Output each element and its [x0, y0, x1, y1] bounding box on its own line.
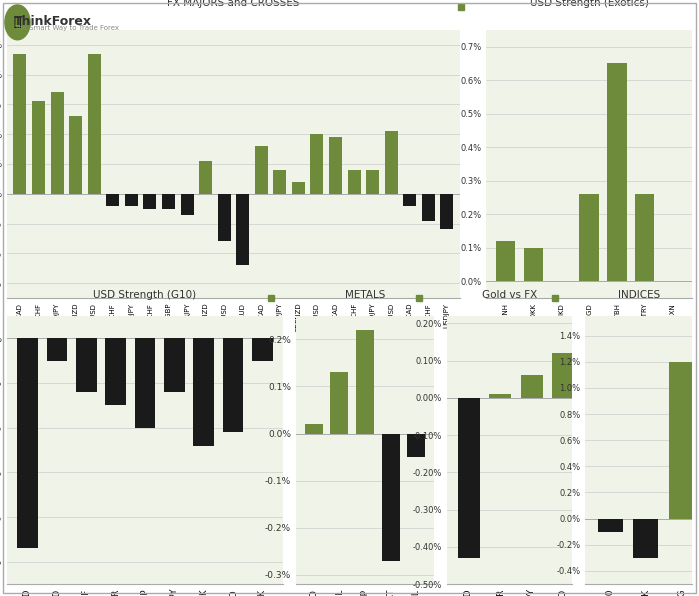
- Bar: [13, 54, 27, 194]
- Bar: [329, 137, 342, 194]
- Bar: [607, 63, 626, 281]
- Bar: [254, 146, 268, 194]
- Bar: [408, 433, 425, 457]
- Bar: [633, 519, 658, 558]
- Bar: [579, 194, 599, 281]
- Bar: [496, 241, 515, 281]
- Bar: [305, 424, 323, 433]
- Bar: [403, 194, 416, 206]
- Bar: [489, 394, 511, 398]
- Bar: [162, 194, 175, 209]
- Circle shape: [5, 5, 30, 40]
- Bar: [223, 338, 243, 432]
- Bar: [236, 194, 249, 265]
- Text: USD Strength (Exotics): USD Strength (Exotics): [530, 0, 649, 8]
- Bar: [252, 338, 273, 361]
- Bar: [382, 433, 400, 561]
- Bar: [440, 194, 454, 229]
- Bar: [164, 338, 185, 392]
- Bar: [50, 92, 64, 194]
- Bar: [521, 375, 542, 398]
- Bar: [458, 398, 480, 558]
- Text: USD Strength (G10): USD Strength (G10): [94, 290, 196, 300]
- Bar: [310, 134, 324, 194]
- Bar: [106, 194, 120, 206]
- Bar: [87, 54, 101, 194]
- Bar: [69, 116, 82, 194]
- Bar: [356, 330, 374, 433]
- Bar: [273, 170, 287, 194]
- Text: Gold vs FX: Gold vs FX: [482, 290, 538, 300]
- Text: INDICES: INDICES: [617, 290, 660, 300]
- Bar: [384, 131, 398, 194]
- Bar: [366, 170, 379, 194]
- Bar: [347, 170, 361, 194]
- Bar: [135, 338, 155, 427]
- Bar: [292, 182, 305, 194]
- Bar: [199, 161, 212, 194]
- Bar: [524, 248, 543, 281]
- Text: 💡: 💡: [14, 16, 21, 29]
- Bar: [17, 338, 38, 548]
- Bar: [669, 362, 694, 519]
- Text: METALS: METALS: [345, 290, 385, 300]
- Bar: [32, 101, 45, 194]
- Text: The Smart Way to Trade Forex: The Smart Way to Trade Forex: [14, 25, 119, 31]
- Bar: [598, 519, 623, 532]
- Bar: [125, 194, 138, 206]
- Bar: [552, 353, 574, 398]
- Bar: [47, 338, 67, 361]
- Bar: [180, 194, 194, 215]
- Bar: [194, 338, 214, 445]
- Bar: [217, 194, 231, 241]
- Text: FX MAJORS and CROSSES: FX MAJORS and CROSSES: [167, 0, 300, 8]
- Bar: [76, 338, 96, 392]
- Bar: [421, 194, 435, 221]
- Bar: [331, 372, 348, 433]
- Bar: [143, 194, 157, 209]
- Text: ThinkForex: ThinkForex: [14, 15, 92, 28]
- Bar: [106, 338, 126, 405]
- Bar: [635, 194, 654, 281]
